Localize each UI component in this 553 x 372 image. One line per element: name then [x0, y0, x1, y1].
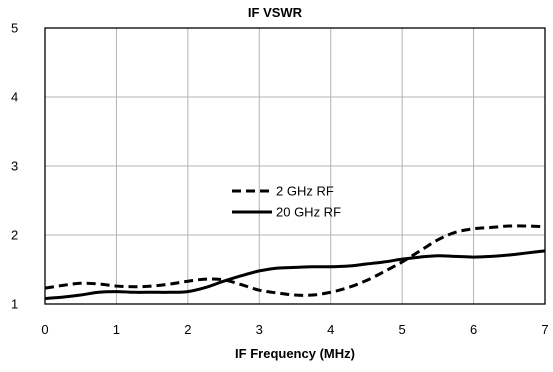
x-tick-label: 0 — [41, 322, 48, 337]
x-tick-label: 4 — [327, 322, 334, 337]
x-tick-label: 5 — [399, 322, 406, 337]
y-tick-label: 1 — [11, 297, 18, 312]
x-axis-label: IF Frequency (MHz) — [235, 346, 355, 361]
grid — [45, 28, 545, 304]
x-tick-label: 7 — [541, 322, 548, 337]
series-line-2 — [44, 249, 546, 300]
y-axis-ticks: 1 2 3 4 5 — [11, 21, 18, 312]
series-line-1 — [44, 224, 546, 297]
x-tick-label: 1 — [113, 322, 120, 337]
x-tick-label: 2 — [184, 322, 191, 337]
legend-label: 20 GHz RF — [276, 205, 341, 220]
x-tick-label: 6 — [470, 322, 477, 337]
y-tick-label: 3 — [11, 159, 18, 174]
y-tick-label: 5 — [11, 21, 18, 36]
series-layer — [44, 224, 546, 300]
x-tick-label: 3 — [256, 322, 263, 337]
plot-area-border — [44, 27, 546, 305]
x-axis-ticks: 0 1 2 3 4 5 6 7 — [41, 322, 548, 337]
chart-title: IF VSWR — [248, 5, 303, 20]
y-tick-label: 2 — [11, 228, 18, 243]
y-tick-label: 4 — [11, 90, 18, 105]
legend-label: 2 GHz RF — [276, 184, 334, 199]
legend: 2 GHz RF 20 GHz RF — [232, 184, 341, 220]
